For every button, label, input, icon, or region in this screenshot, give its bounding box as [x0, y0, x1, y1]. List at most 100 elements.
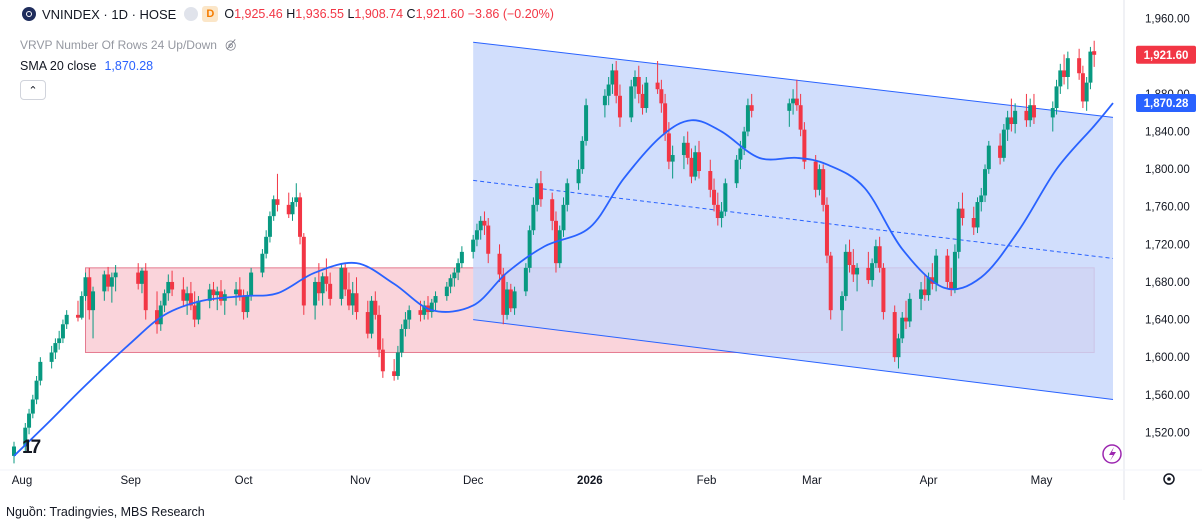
candle — [531, 197, 536, 235]
candle — [241, 289, 246, 320]
candle — [497, 244, 502, 282]
candle — [188, 281, 193, 311]
candle — [745, 98, 750, 137]
candle — [1058, 63, 1063, 94]
candle — [813, 155, 818, 198]
candle — [30, 394, 35, 419]
candle — [316, 263, 321, 301]
candle — [106, 266, 111, 292]
candle — [482, 211, 487, 235]
candle — [369, 296, 374, 339]
candle — [38, 357, 43, 386]
candle — [900, 312, 905, 344]
candle — [986, 140, 991, 174]
close-label: C — [406, 7, 416, 21]
candle — [1050, 101, 1055, 132]
candle — [12, 441, 16, 464]
candle — [922, 274, 927, 301]
candle — [527, 225, 532, 273]
candle — [983, 164, 988, 203]
candle — [802, 122, 807, 170]
symbol-title[interactable]: VNINDEX · 1D · HOSE — [42, 6, 177, 22]
candle — [866, 251, 871, 284]
candle — [23, 422, 28, 452]
candle — [346, 272, 351, 311]
y-tick-label: 1,840.00 — [1145, 127, 1190, 139]
trend-channel[interactable] — [473, 41, 1114, 400]
candle — [139, 267, 144, 294]
x-tick-label: Oct — [235, 475, 254, 487]
candle — [234, 281, 239, 306]
candle — [301, 233, 306, 315]
candle — [373, 291, 378, 320]
candle — [1031, 93, 1036, 125]
candle — [971, 206, 976, 235]
candle — [170, 270, 175, 297]
legend-main: VNINDEX · 1D · HOSE D O1,925.46 H1,936.5… — [22, 6, 554, 22]
data-badge[interactable]: D — [202, 6, 219, 22]
sma-value: 1,870.28 — [104, 59, 154, 73]
candle — [855, 263, 860, 292]
candle — [617, 84, 622, 127]
candle — [561, 197, 566, 237]
candle — [113, 265, 118, 292]
candle — [343, 263, 348, 297]
low-label: L — [347, 7, 355, 21]
legend-sma[interactable]: SMA 20 close 1,870.28 — [20, 59, 153, 73]
channel-middle[interactable] — [473, 179, 1114, 259]
candle — [91, 286, 96, 339]
candle — [614, 61, 619, 104]
candle — [403, 312, 408, 337]
candle — [1077, 48, 1082, 80]
channel-lower[interactable] — [473, 319, 1114, 400]
candle — [892, 305, 897, 362]
candle — [448, 274, 453, 294]
candle — [377, 305, 382, 358]
market-status-icon[interactable] — [184, 7, 199, 21]
chart-icons[interactable] — [1102, 444, 1175, 485]
grid — [0, 0, 1202, 500]
candle — [433, 291, 438, 311]
candle — [83, 272, 88, 301]
candle — [606, 76, 611, 106]
sma-label[interactable]: SMA 20 close — [20, 59, 97, 73]
candle — [584, 98, 589, 146]
legend-vrvp[interactable]: VRVP Number Of Rows 24 Up/Down ◎̸ — [20, 37, 236, 53]
price-chart[interactable]: 1,520.00 1,560.00 1,600.00 1,640.00 1,680.00… — [0, 0, 1202, 500]
candle — [956, 202, 961, 259]
channel-upper[interactable] — [473, 41, 1114, 118]
candle — [723, 178, 728, 217]
candle — [903, 300, 908, 329]
candle — [644, 76, 649, 113]
channel-fill[interactable] — [473, 42, 1113, 400]
time-axis[interactable]: Aug Sep Oct Nov Dec 2026 Feb Mar Apr May — [12, 475, 1053, 487]
candle — [267, 211, 272, 243]
collapse-legend-button[interactable]: ⌃ — [20, 80, 46, 100]
price-axis[interactable]: 1,520.00 1,560.00 1,600.00 1,640.00 1,680.00… — [1145, 14, 1190, 440]
ohlc-values: O1,925.46 H1,936.55 L1,908.74 C1,921.60 … — [224, 7, 554, 21]
candle — [840, 291, 845, 331]
candle — [505, 281, 510, 320]
eye-off-icon[interactable]: ◎̸ — [224, 37, 237, 52]
candle — [576, 159, 581, 190]
candle — [975, 197, 980, 234]
candle — [952, 244, 957, 294]
candle — [456, 258, 461, 281]
candle — [636, 65, 641, 104]
lightning-icon[interactable] — [1102, 444, 1122, 464]
candle — [873, 239, 878, 268]
candle — [949, 267, 954, 297]
candle — [640, 84, 645, 115]
candle — [1088, 46, 1093, 90]
candle — [670, 145, 675, 179]
vrvp-label[interactable]: VRVP Number Of Rows 24 Up/Down — [20, 38, 217, 52]
candle — [696, 140, 701, 179]
candle — [275, 173, 280, 212]
gear-icon[interactable] — [1163, 473, 1175, 485]
price-tags: 1,921.60 1,870.28 — [1136, 45, 1196, 113]
candle — [380, 338, 385, 378]
candle — [896, 333, 901, 369]
tradingview-logo[interactable]: 17 — [22, 437, 41, 458]
change-value: −3.86 (−0.20%) — [467, 7, 554, 21]
candle — [821, 164, 826, 212]
